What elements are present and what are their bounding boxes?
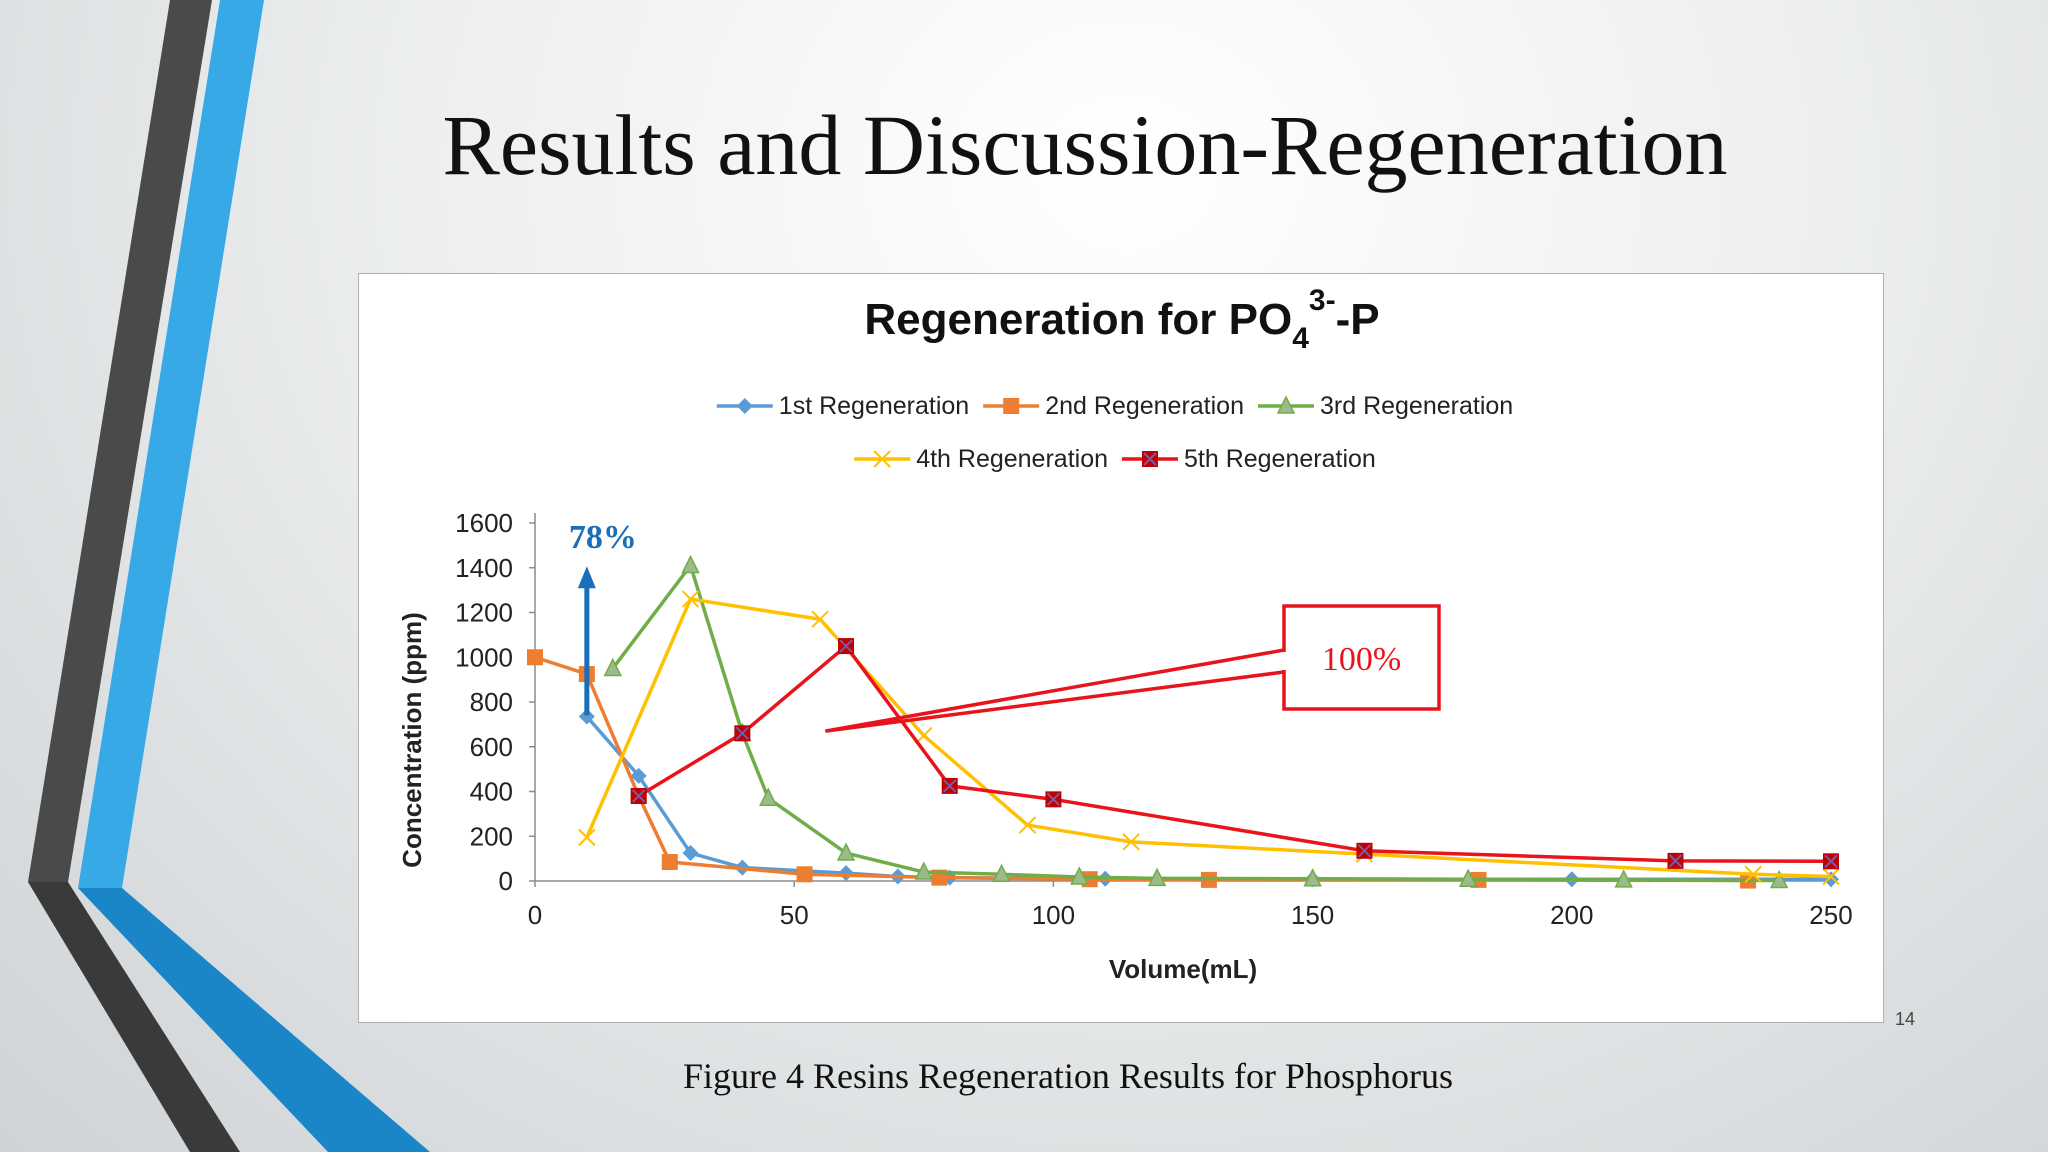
data-point-5: [941, 777, 958, 794]
series-3: [603, 554, 1789, 889]
arrow-78: 78%: [569, 519, 637, 716]
legend-item-1: 1st Regeneration: [716, 392, 969, 420]
y-tick-label: 800: [470, 687, 513, 717]
data-point-1: [1823, 871, 1839, 888]
legend-marker: [873, 450, 891, 468]
data-point-5: [630, 787, 647, 804]
data-point-4: [1744, 865, 1762, 883]
callout-100: 100%: [824, 604, 1441, 733]
y-axis-label: Concentration (ppm): [397, 612, 427, 868]
figure-caption: Figure 4 Resins Regeneration Results for…: [683, 1056, 1453, 1096]
y-tick-label: 1000: [455, 642, 513, 672]
data-point-5: [838, 638, 855, 655]
x-tick-label: 0: [528, 900, 542, 930]
page-number: 14: [1895, 1009, 1916, 1029]
legend-marker: [1276, 395, 1296, 414]
dark-stripe-upper: [28, 0, 212, 882]
data-point-3: [1614, 869, 1633, 888]
data-point-3: [1303, 868, 1322, 887]
data-point-3: [1070, 866, 1089, 885]
annotations: 78% 100%: [569, 519, 1441, 733]
arrow-label: 78%: [569, 519, 637, 556]
data-point-3: [914, 861, 934, 880]
legend-label: 1st Regeneration: [779, 392, 969, 420]
y-tick-label: 1200: [455, 598, 513, 628]
data-point-5: [1667, 852, 1684, 869]
data-point-2: [796, 866, 813, 883]
data-point-5: [734, 725, 751, 742]
data-point-3: [681, 554, 700, 574]
chart-title-tail: -P: [1336, 295, 1380, 344]
chart-title-sup: 3-: [1309, 284, 1336, 317]
x-tick-label: 100: [1032, 900, 1075, 930]
legend-marker: [736, 398, 753, 414]
legend: 1st Regeneration 2nd Regeneration 3rd Rege…: [716, 392, 1513, 473]
dark-stripe-lower: [28, 882, 240, 1152]
data-point-5: [1045, 791, 1062, 808]
series-5: [630, 638, 1839, 870]
series-4: [578, 590, 1840, 886]
y-tick-label: 200: [470, 821, 513, 851]
legend-item-4: 4th Regeneration: [854, 445, 1108, 473]
data-point-1: [630, 767, 647, 784]
data-point-1: [838, 865, 855, 882]
data-point-2: [527, 649, 543, 666]
chart-title: Regeneration for PO43--P: [864, 284, 1379, 355]
blue-stripe-lower: [78, 888, 430, 1152]
data-point-3: [603, 657, 622, 677]
data-point-3: [1147, 867, 1167, 887]
data-point-4: [681, 590, 700, 608]
callout-label: 100%: [1322, 641, 1401, 678]
data-point-4: [811, 610, 829, 628]
legend-label: 4th Regeneration: [916, 445, 1108, 473]
y-tick-label: 600: [470, 732, 513, 762]
data-point-4: [1822, 867, 1840, 886]
data-point-3: [1458, 868, 1478, 887]
legend-label: 3rd Regeneration: [1320, 392, 1513, 420]
data-point-4: [1018, 816, 1037, 834]
chart-container: Regeneration for PO43--P 1st Regeneratio…: [358, 273, 1884, 1023]
data-point-3: [992, 863, 1011, 883]
legend-item-3: 3rd Regeneration: [1257, 392, 1513, 420]
data-point-5: [1823, 853, 1839, 870]
slide-title: Results and Discussion-Regeneration: [442, 97, 1728, 193]
series-layer: [527, 554, 1840, 889]
legend-item-2: 2nd Regeneration: [983, 392, 1244, 420]
line-chart: Regeneration for PO43--P 1st Regeneratio…: [397, 284, 1853, 984]
data-point-3: [759, 787, 778, 806]
legend-label: 2nd Regeneration: [1045, 392, 1244, 420]
chart-title-main: Regeneration for PO: [864, 295, 1292, 344]
chart-title-sub: 4: [1292, 322, 1309, 355]
legend-item-5: 5th Regeneration: [1122, 445, 1376, 473]
data-point-4: [578, 828, 596, 847]
series-line-5: [637, 644, 1832, 864]
data-point-3: [836, 842, 856, 861]
x-tick-label: 50: [780, 900, 809, 930]
y-tick-label: 1600: [455, 508, 513, 538]
x-axis-label: Volume(mL): [1109, 954, 1257, 984]
y-tick-label: 400: [470, 777, 513, 807]
data-point-2: [661, 853, 678, 870]
legend-marker: [1003, 398, 1020, 414]
series-line-1: [585, 715, 1831, 881]
legend-label: 5th Regeneration: [1184, 445, 1376, 473]
x-tick-label: 250: [1809, 900, 1852, 930]
legend-marker: [1142, 451, 1158, 467]
series-line-4: [585, 597, 1832, 879]
x-tick-label: 150: [1291, 900, 1334, 930]
y-tick-label: 1400: [455, 553, 513, 583]
data-point-3: [1769, 869, 1789, 889]
x-tick-label: 200: [1550, 900, 1593, 930]
y-tick-label: 0: [499, 866, 513, 896]
data-point-5: [1356, 842, 1373, 859]
callout-box: [1282, 604, 1441, 711]
data-point-4: [1122, 833, 1140, 851]
blue-stripe-upper: [78, 0, 264, 888]
arrow-head: [577, 566, 596, 589]
callout-pointer: [824, 647, 1286, 733]
data-point-1: [578, 708, 595, 725]
data-point-1: [682, 845, 699, 862]
